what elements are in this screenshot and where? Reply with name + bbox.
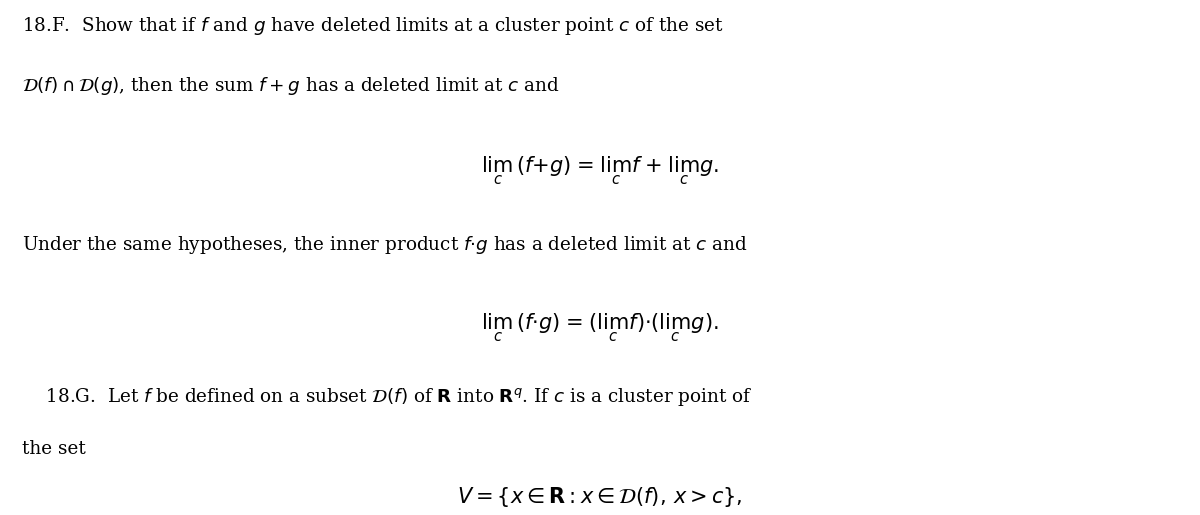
- Text: the set: the set: [22, 440, 85, 458]
- Text: 18.G.  Let $f$ be defined on a subset $\mathcal{D}(f)$ of $\mathbf{R}$ into $\ma: 18.G. Let $f$ be defined on a subset $\m…: [34, 386, 752, 408]
- Text: $\mathcal{D}(f) \cap \mathcal{D}(g)$, then the sum $f + g$ has a deleted limit a: $\mathcal{D}(f) \cap \mathcal{D}(g)$, th…: [22, 75, 559, 97]
- Text: $\lim_{c} \,(f + g) \;=\; \lim_{c} f \;+\; \lim_{c} g.$: $\lim_{c} \,(f + g) \;=\; \lim_{c} f \;+…: [481, 154, 719, 187]
- Text: Under the same hypotheses, the inner product $f{\cdot}g$ has a deleted limit at : Under the same hypotheses, the inner pro…: [22, 234, 748, 256]
- Text: $\lim_{c} \,(f{\cdot}g) \;=\; (\lim_{c} f) \cdot (\lim_{c} g).$: $\lim_{c} \,(f{\cdot}g) \;=\; (\lim_{c} …: [481, 312, 719, 344]
- Text: $V = \{x \in \mathbf{R} : x \in \mathcal{D}(f),\, x > c\},$: $V = \{x \in \mathbf{R} : x \in \mathcal…: [457, 485, 743, 509]
- Text: 18.F.  Show that if $f$ and $g$ have deleted limits at a cluster point $c$ of th: 18.F. Show that if $f$ and $g$ have dele…: [22, 15, 724, 38]
